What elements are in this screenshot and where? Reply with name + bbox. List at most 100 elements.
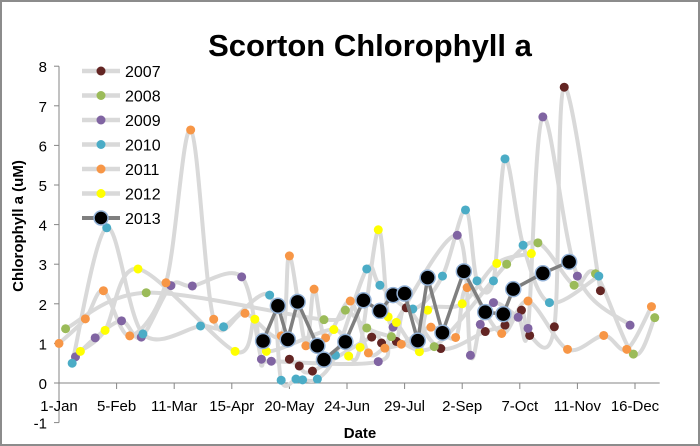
data-point-2011 bbox=[209, 314, 219, 324]
data-point-2010 bbox=[472, 276, 482, 286]
data-point-2013 bbox=[455, 263, 473, 280]
data-point-2008 bbox=[141, 288, 151, 298]
data-point-2012 bbox=[230, 346, 240, 356]
data-point-2012 bbox=[329, 325, 339, 335]
legend-marker bbox=[96, 140, 106, 149]
x-tick-label: 1-Jan bbox=[40, 398, 78, 415]
legend-item-2012: 2012 bbox=[82, 187, 161, 204]
data-point-2013 bbox=[504, 280, 522, 298]
data-point-2009 bbox=[237, 272, 247, 282]
data-point-2011 bbox=[622, 344, 632, 354]
data-point-2009 bbox=[572, 271, 582, 281]
legend-label: 2011 bbox=[125, 162, 160, 179]
data-point-2007 bbox=[500, 320, 510, 330]
legend-marker bbox=[96, 115, 106, 125]
y-tick-label: -1 bbox=[34, 416, 47, 433]
x-tick-label: 2-Sep bbox=[442, 398, 482, 415]
data-point-2008 bbox=[362, 323, 372, 333]
data-point-2010 bbox=[518, 240, 528, 250]
data-point-2008 bbox=[502, 259, 512, 269]
data-point-2007 bbox=[294, 361, 304, 371]
legend-item-2013: 2013 bbox=[82, 210, 161, 228]
legend-label: 2008 bbox=[125, 89, 161, 106]
data-point-2009 bbox=[452, 230, 462, 240]
data-point-2008 bbox=[429, 342, 439, 352]
data-point-2008 bbox=[319, 315, 329, 325]
data-point-2009 bbox=[256, 354, 266, 364]
data-point-2007 bbox=[307, 366, 317, 376]
legend-item-2010: 2010 bbox=[82, 138, 161, 155]
data-point-2009 bbox=[465, 350, 475, 360]
data-point-2009 bbox=[90, 333, 100, 343]
data-point-2008 bbox=[61, 324, 71, 334]
data-point-2010 bbox=[265, 290, 275, 300]
legend-marker bbox=[96, 164, 106, 174]
data-point-2010 bbox=[362, 264, 372, 274]
legend-item-2007: 2007 bbox=[82, 64, 161, 81]
y-tick-label: 5 bbox=[39, 178, 47, 195]
data-point-2011 bbox=[345, 296, 355, 306]
data-point-2010 bbox=[488, 276, 498, 286]
data-point-2009 bbox=[373, 357, 383, 367]
y-tick-label: 4 bbox=[39, 218, 47, 235]
y-tick-label: 7 bbox=[39, 99, 47, 116]
x-tick-label: 5-Feb bbox=[97, 398, 136, 415]
data-point-2009 bbox=[625, 320, 635, 330]
data-point-2013 bbox=[434, 324, 451, 341]
data-point-2012 bbox=[100, 325, 110, 335]
data-point-2010 bbox=[102, 223, 112, 233]
data-point-2010 bbox=[594, 271, 604, 281]
data-point-2009 bbox=[475, 319, 485, 329]
y-tick-label: 3 bbox=[39, 257, 47, 274]
legend-label: 2009 bbox=[125, 113, 161, 130]
data-point-2010 bbox=[276, 375, 286, 385]
data-point-2013 bbox=[254, 332, 272, 350]
data-point-2013 bbox=[309, 337, 326, 355]
data-point-2013 bbox=[269, 297, 287, 315]
legend-label: 2010 bbox=[125, 138, 161, 155]
data-point-2009 bbox=[523, 323, 533, 333]
x-axis-label: Date bbox=[344, 425, 377, 442]
data-point-2007 bbox=[284, 354, 294, 364]
data-point-2010 bbox=[437, 271, 447, 281]
data-point-2010 bbox=[375, 280, 385, 290]
data-point-2009 bbox=[266, 356, 276, 366]
legend-item-2011: 2011 bbox=[82, 162, 160, 179]
data-point-2007 bbox=[480, 327, 490, 337]
data-point-2013 bbox=[279, 331, 297, 348]
data-point-2012 bbox=[391, 317, 401, 327]
data-point-2011 bbox=[125, 331, 135, 341]
data-point-2012 bbox=[492, 258, 502, 268]
data-point-2011 bbox=[284, 251, 294, 261]
data-point-2013 bbox=[476, 303, 494, 321]
data-point-2010 bbox=[291, 374, 301, 384]
series-markers bbox=[54, 82, 660, 385]
legend-marker bbox=[96, 66, 106, 76]
data-point-2011 bbox=[380, 343, 390, 353]
data-point-2012 bbox=[423, 305, 433, 315]
data-point-2010 bbox=[544, 298, 554, 308]
data-point-2013 bbox=[560, 253, 578, 271]
data-point-2009 bbox=[117, 316, 127, 326]
data-point-2011 bbox=[396, 339, 406, 349]
data-point-2013 bbox=[315, 351, 333, 368]
y-axis-label: Chlorophyll a (uM) bbox=[10, 160, 27, 292]
data-point-2012 bbox=[457, 299, 467, 309]
legend-item-2009: 2009 bbox=[82, 113, 161, 130]
data-point-2011 bbox=[301, 341, 311, 351]
x-tick-label: 11-Mar bbox=[151, 398, 197, 415]
data-point-2013 bbox=[371, 302, 389, 320]
data-point-2013 bbox=[355, 291, 372, 309]
x-tick-label: 11-Nov bbox=[554, 398, 602, 415]
data-point-2009 bbox=[187, 281, 197, 291]
data-point-2011 bbox=[563, 344, 573, 354]
data-point-2010 bbox=[298, 375, 308, 385]
data-point-2009 bbox=[538, 112, 548, 122]
data-point-2013 bbox=[337, 333, 354, 351]
data-point-2011 bbox=[309, 284, 319, 294]
data-point-2012 bbox=[344, 351, 354, 361]
data-point-2012 bbox=[526, 249, 536, 259]
data-point-2012 bbox=[414, 347, 424, 357]
